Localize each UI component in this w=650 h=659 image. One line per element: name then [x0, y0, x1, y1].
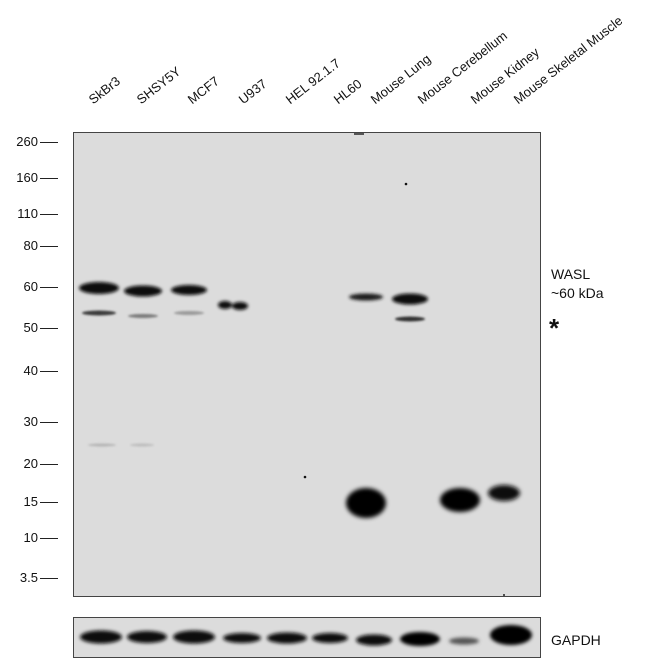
lane-label-skbr3: SkBr3 — [85, 73, 123, 107]
gapdh-band-mouse-cerebellum — [400, 632, 440, 646]
lane-label-mouse-cerebellum: Mouse Cerebellum — [414, 28, 510, 107]
mw-tick-3-5 — [40, 578, 58, 579]
speck — [503, 594, 505, 596]
mw-tick-40 — [40, 371, 58, 372]
lane-label-shsy5y: SHSY5Y — [133, 63, 184, 107]
band-shsy5y-faint-low — [130, 443, 154, 447]
main-blot-membrane — [73, 132, 541, 597]
lane-label-mcf7: MCF7 — [184, 73, 222, 107]
mw-15: 15 — [23, 494, 38, 509]
mw-tick-260 — [40, 142, 58, 143]
speck — [354, 133, 364, 135]
mw-30: 30 — [23, 414, 38, 429]
mw-tick-160 — [40, 178, 58, 179]
gapdh-band-mcf7 — [173, 630, 215, 644]
mw-tick-20 — [40, 464, 58, 465]
mw-tick-110 — [40, 214, 58, 215]
mw-110: 110 — [17, 206, 38, 221]
mw-tick-50 — [40, 328, 58, 329]
mw-80: 80 — [23, 238, 38, 253]
mw-10: 10 — [23, 530, 38, 545]
band-mcf7-60kda — [171, 285, 207, 295]
lane-label-u937: U937 — [235, 76, 270, 107]
main-blot-bands — [79, 133, 520, 596]
gapdh-band-mouse-kidney — [449, 637, 479, 645]
gapdh-band-mouse-lung — [356, 634, 392, 646]
mw-160: 160 — [16, 170, 38, 185]
nonspecific-asterisk: * — [549, 313, 560, 343]
band-mouse-skeletal-muscle-15kda — [488, 485, 520, 501]
band-shsy5y-60kda — [124, 285, 162, 297]
band-mouse-kidney-15kda — [440, 488, 480, 512]
mw-tick-60 — [40, 287, 58, 288]
mw-tick-80 — [40, 246, 58, 247]
band-skbr3-faint-low — [88, 443, 116, 447]
target-label-name: WASL — [551, 266, 591, 282]
gapdh-blot-bands — [80, 625, 532, 646]
band-u937-55kda-b — [232, 302, 248, 310]
mw-40: 40 — [23, 363, 38, 378]
loading-control-label: GAPDH — [551, 632, 601, 648]
mw-tick-10 — [40, 538, 58, 539]
gapdh-band-skbr3 — [80, 630, 122, 644]
gapdh-band-mouse-skeletal-muscle — [490, 625, 532, 645]
band-mcf7-nonspecific — [174, 311, 204, 315]
band-mouse-cerebellum-60kda — [392, 293, 428, 305]
mw-50: 50 — [23, 320, 38, 335]
lane-label-hl60: HL60 — [330, 76, 365, 107]
mw-tick-30 — [40, 422, 58, 423]
mw-tick-15 — [40, 502, 58, 503]
speck — [303, 475, 307, 479]
mw-260: 260 — [16, 134, 38, 149]
mw-3-5: 3.5 — [19, 570, 38, 585]
band-skbr3-nonspecific — [82, 310, 116, 316]
gapdh-band-shsy5y — [127, 631, 167, 643]
gapdh-band-hel-92-1-7 — [267, 632, 307, 644]
band-u937-55kda-a — [218, 301, 232, 309]
band-skbr3-60kda — [79, 282, 119, 294]
mw-60: 60 — [23, 279, 38, 294]
mw-20: 20 — [23, 456, 38, 471]
band-mouse-cerebellum-nonspecific — [395, 316, 425, 322]
band-shsy5y-nonspecific — [128, 314, 158, 318]
gapdh-band-u937 — [223, 633, 261, 643]
gapdh-band-hl60 — [312, 633, 348, 643]
speck — [404, 182, 408, 186]
target-label-size: ~60 kDa — [551, 285, 604, 301]
gapdh-blot-membrane — [73, 617, 541, 658]
band-mouse-lung-60kda — [349, 293, 383, 301]
band-mouse-lung-15kda — [346, 488, 386, 518]
